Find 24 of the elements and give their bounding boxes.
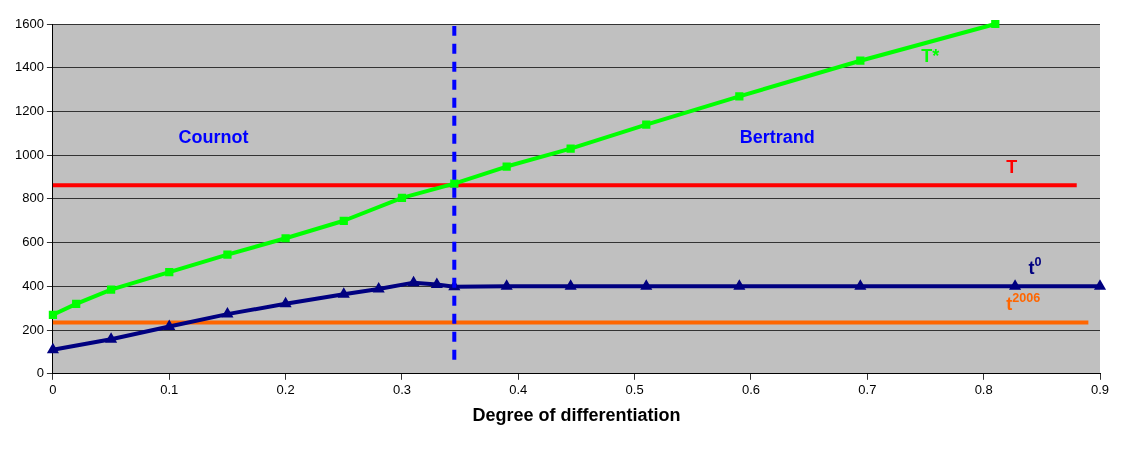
- x-tick-label: 0.7: [858, 382, 877, 398]
- x-tick-label: 0: [49, 382, 57, 398]
- y-tick-label: 600: [22, 234, 44, 250]
- x-tick-label: 0.1: [160, 382, 179, 398]
- series-label: T*: [921, 46, 940, 66]
- series-label: T: [1006, 157, 1018, 178]
- annotation: Bertrand: [739, 126, 815, 147]
- x-tick-label: 0.5: [625, 382, 644, 398]
- y-tick-label: 0: [36, 365, 44, 381]
- x-tick-label: 0.2: [276, 382, 295, 398]
- annotation: Cournot: [178, 126, 249, 147]
- x-tick-label: 0.9: [1090, 382, 1110, 398]
- x-axis-title: Degree of differentiation: [472, 405, 681, 426]
- y-tick-label: 400: [22, 277, 44, 293]
- y-tick-label: 200: [22, 321, 44, 337]
- x-tick-label: 0.8: [974, 382, 993, 398]
- x-tick-label: 0.6: [741, 382, 761, 398]
- y-tick-label: 1200: [15, 103, 44, 119]
- x-tick-label: 0.4: [509, 382, 528, 398]
- y-tick-label: 1000: [15, 146, 44, 162]
- y-tick-label: 800: [22, 190, 44, 206]
- y-tick-label: 1400: [15, 59, 44, 75]
- y-tick-label: 1600: [15, 15, 44, 31]
- x-tick-label: 0.3: [392, 382, 411, 398]
